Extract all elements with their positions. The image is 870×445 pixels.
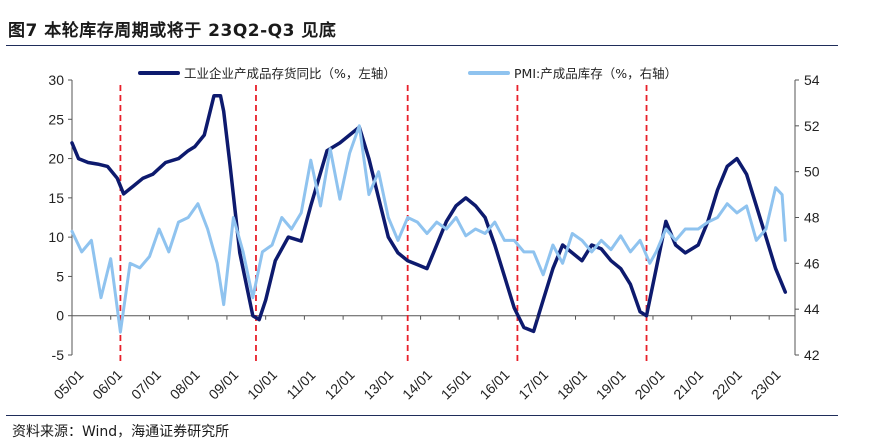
left-tick-label: 30 <box>48 72 64 88</box>
left-tick-label: 15 <box>48 190 64 206</box>
x-tick-label: 14/01 <box>399 366 435 402</box>
x-tick-label: 18/01 <box>554 366 590 402</box>
x-tick-label: 20/01 <box>631 366 667 402</box>
x-tick-label: 13/01 <box>360 366 396 402</box>
page-title: 图7 本轮库存周期或将于 23Q2-Q3 见底 <box>8 21 337 41</box>
x-tick-label: 09/01 <box>205 366 241 402</box>
series-line-pmi-inventory <box>70 124 787 334</box>
x-tick-label: 11/01 <box>283 367 319 403</box>
right-tick-label: 48 <box>804 210 820 226</box>
legend-item-inventory-yoy-label: 工业企业产成品存货同比（%，左轴） <box>184 66 396 81</box>
x-tick-label: 17/01 <box>515 366 551 402</box>
right-tick-label: 44 <box>804 301 820 317</box>
x-tick-label: 19/01 <box>593 366 629 402</box>
legend-item-pmi-inventory-label: PMI:产成品库存（%，右轴） <box>514 66 677 81</box>
left-tick-label: 25 <box>48 111 64 127</box>
title-rule <box>6 45 838 46</box>
footer-rule <box>6 415 838 416</box>
x-tick-label: 12/01 <box>322 366 358 402</box>
series-line-inventory-yoy <box>70 93 788 334</box>
x-tick-label: 23/01 <box>748 366 784 402</box>
source-note: 资料来源：Wind，海通证券研究所 <box>12 424 230 440</box>
left-tick-label: 5 <box>56 268 64 284</box>
left-tick-label: -5 <box>52 347 65 363</box>
right-tick-label: 54 <box>804 72 820 88</box>
right-tick-label: 46 <box>804 255 820 271</box>
x-tick-label: 15/01 <box>438 366 474 402</box>
x-tick-label: 05/01 <box>50 366 86 402</box>
left-tick-label: 20 <box>48 151 64 167</box>
x-tick-label: 21/01 <box>670 366 706 402</box>
right-tick-label: 52 <box>804 118 820 134</box>
x-tick-label: 10/01 <box>244 366 280 402</box>
x-tick-label: 22/01 <box>709 366 745 402</box>
x-tick-label: 06/01 <box>89 366 125 402</box>
x-tick-label: 16/01 <box>476 366 512 402</box>
left-tick-label: 10 <box>48 229 64 245</box>
x-tick-label: 07/01 <box>128 366 164 402</box>
right-tick-label: 50 <box>804 164 820 180</box>
x-tick-label: 08/01 <box>167 366 203 402</box>
right-tick-label: 42 <box>804 347 820 363</box>
left-tick-label: 0 <box>56 308 64 324</box>
